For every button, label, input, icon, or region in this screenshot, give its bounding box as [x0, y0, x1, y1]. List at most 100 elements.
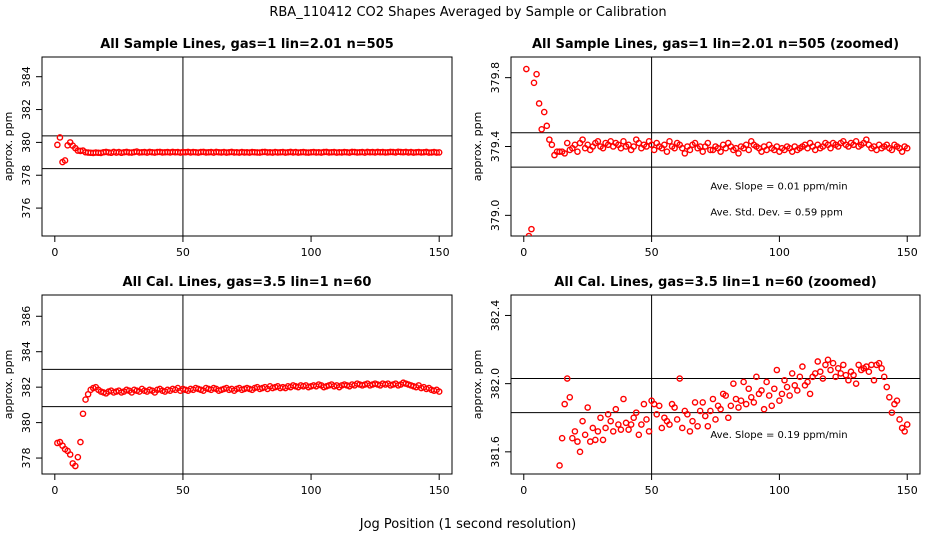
- chart-title: All Cal. Lines, gas=3.5 lin=1 n=60: [123, 275, 372, 290]
- x-tick-label: 100: [301, 484, 322, 497]
- data-point: [878, 365, 885, 372]
- data-point: [735, 150, 742, 157]
- data-point: [903, 421, 911, 428]
- data-point: [589, 424, 597, 432]
- chart-panel-3: All Cal. Lines, gas=3.5 lin=1 n=60 0 50 100…: [2, 275, 453, 497]
- data-point: [576, 448, 584, 456]
- data-point: [822, 361, 829, 369]
- data-point: [763, 378, 770, 386]
- data-point: [880, 373, 888, 381]
- data-point: [870, 376, 878, 384]
- data-point: [794, 387, 801, 394]
- data-point: [804, 378, 811, 386]
- data-point: [620, 395, 627, 403]
- data-point: [61, 157, 69, 164]
- y-tick-label: 376: [20, 198, 33, 219]
- data-point: [707, 407, 714, 415]
- plot-area: [511, 295, 920, 474]
- data-point: [852, 138, 860, 145]
- y-tick-label: 378: [20, 448, 33, 469]
- data-point: [735, 404, 742, 411]
- data-point: [571, 428, 579, 435]
- x-tick-label: 100: [769, 484, 790, 497]
- annotation-text: Ave. Slope = 0.01 ppm/min: [710, 182, 847, 193]
- data-point: [528, 225, 535, 233]
- plot-frame: [41, 294, 453, 475]
- data-point: [681, 150, 689, 157]
- data-point: [530, 79, 538, 87]
- data-point: [855, 361, 862, 369]
- data-point: [814, 358, 822, 365]
- data-point: [574, 438, 581, 445]
- data-point: [712, 416, 719, 423]
- data-point: [604, 411, 612, 418]
- data-point: [740, 378, 747, 386]
- data-point: [594, 138, 602, 145]
- data-point: [617, 426, 625, 433]
- data-point: [643, 416, 650, 423]
- x-tick-label: 50: [176, 484, 190, 497]
- data-point: [691, 399, 699, 406]
- data-point: [898, 148, 906, 155]
- data-point: [875, 359, 883, 367]
- y-tick-label: 379.8: [489, 62, 502, 94]
- x-tick-label: 50: [176, 246, 190, 259]
- data-point: [625, 426, 632, 433]
- data-point: [666, 138, 673, 145]
- data-point: [758, 387, 765, 394]
- x-tick-label: 150: [897, 484, 918, 497]
- data-point: [742, 141, 750, 149]
- data-point: [543, 122, 551, 130]
- data-point: [602, 424, 609, 432]
- data-point: [903, 144, 911, 152]
- y-tick-label: 382: [20, 377, 33, 398]
- data-point: [558, 434, 566, 442]
- data-point: [750, 399, 758, 406]
- data-point: [563, 139, 571, 147]
- plot-area: [511, 57, 920, 236]
- data-point: [704, 139, 712, 147]
- data-point: [686, 428, 694, 435]
- data-point: [686, 146, 694, 154]
- data-point: [556, 462, 563, 469]
- data-point: [666, 421, 673, 428]
- data-point: [699, 148, 707, 155]
- x-tick-label: 0: [51, 484, 58, 497]
- data-point: [523, 65, 530, 73]
- data-point: [888, 146, 896, 154]
- data-point: [806, 390, 814, 398]
- data-point: [640, 400, 648, 408]
- data-point: [701, 412, 709, 420]
- data-point: [599, 436, 607, 444]
- data-point: [863, 136, 870, 143]
- data-point: [753, 373, 760, 381]
- data-point: [827, 144, 834, 152]
- data-point: [817, 368, 824, 376]
- data-point: [684, 411, 691, 418]
- x-tick-label: 0: [520, 484, 527, 497]
- data-point: [671, 144, 678, 152]
- data-point: [533, 70, 540, 78]
- data-point: [694, 422, 701, 430]
- data-point: [563, 375, 571, 382]
- data-point: [574, 148, 581, 155]
- y-tick-label: 380: [20, 412, 33, 433]
- data-point: [594, 428, 602, 435]
- data-point: [579, 417, 586, 425]
- data-point: [630, 143, 638, 150]
- chart-title: All Sample Lines, gas=1 lin=2.01 n=505: [100, 37, 394, 52]
- x-tick-label: 150: [897, 246, 918, 259]
- y-axis-label: approx. ppm: [2, 112, 15, 182]
- chart-panel-2: All Sample Lines, gas=1 lin=2.01 n=505 (…: [471, 37, 921, 259]
- data-point: [788, 370, 796, 377]
- x-tick-label: 50: [645, 484, 659, 497]
- data-point: [707, 146, 714, 154]
- data-point: [696, 407, 704, 415]
- data-point: [658, 424, 666, 432]
- x-tick-label: 150: [429, 484, 450, 497]
- data-point: [673, 416, 681, 423]
- data-point: [561, 400, 568, 408]
- data-point: [650, 146, 658, 154]
- data-point: [592, 436, 599, 444]
